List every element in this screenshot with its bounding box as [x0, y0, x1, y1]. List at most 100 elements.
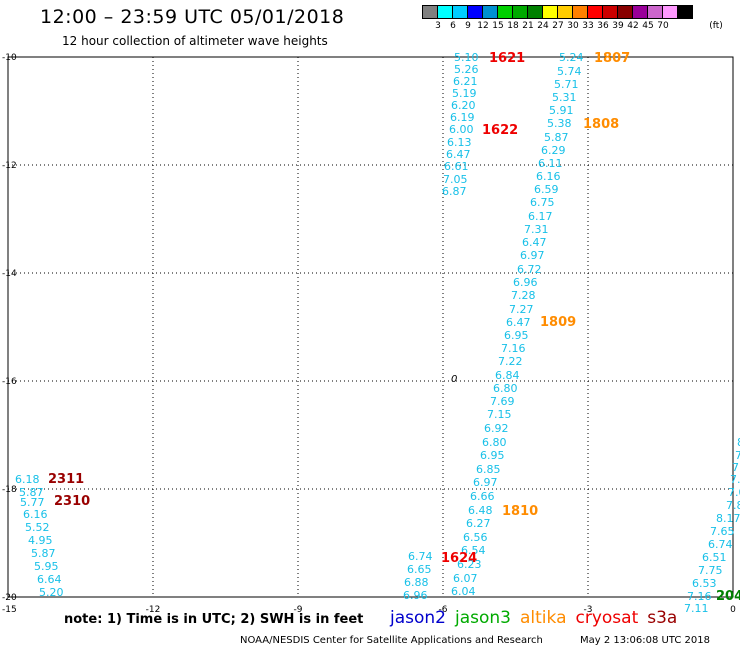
wave-height-value: 6.65 — [407, 563, 432, 576]
longitude-label: -15 — [2, 605, 17, 615]
wave-height-value: 7.2 — [730, 473, 740, 486]
latitude-label: -14 — [2, 269, 17, 279]
wave-height-value: 7 — [732, 461, 739, 474]
wave-height-value: 6.64 — [37, 573, 62, 586]
map-frame — [7, 56, 734, 598]
color-scale-label: 6 — [450, 21, 456, 31]
longitude-label: -12 — [146, 605, 161, 615]
pass-time-label: 1807 — [594, 51, 630, 66]
latitude-label: -10 — [2, 53, 17, 63]
map-subtitle: 12 hour collection of altimeter wave hei… — [62, 34, 328, 48]
legend-s3a: s3a — [647, 608, 678, 628]
generation-timestamp: May 2 13:06:08 UTC 2018 — [580, 635, 710, 646]
wave-height-value: 6.87 — [442, 185, 467, 198]
pass-time-label: 1810 — [502, 504, 538, 519]
wave-height-value: 4.95 — [28, 534, 53, 547]
wave-height-value: 6.16 — [23, 508, 48, 521]
wave-height-value: 6.27 — [466, 517, 491, 530]
wave-height-value: 6.00 — [449, 123, 474, 136]
wave-height-value: 5.20 — [39, 586, 64, 599]
wave-height-value: 6.72 — [517, 263, 542, 276]
wave-height-value: 5.31 — [552, 91, 577, 104]
wave-height-value: 7 — [735, 449, 740, 462]
wave-height-value: 6.29 — [541, 144, 566, 157]
color-scale-label: 18 — [507, 21, 519, 31]
satellite-legend: jason2 jason3 altika cryosat s3a — [390, 608, 686, 628]
wave-height-value: 7.08 — [728, 486, 740, 499]
longitude-label: 0 — [730, 605, 736, 615]
wave-height-value: 6.16 — [536, 170, 561, 183]
wave-height-value: 5.71 — [554, 78, 579, 91]
wave-height-value: 6.88 — [404, 576, 429, 589]
wave-height-value: 6.84 — [495, 369, 520, 382]
wave-height-value: 5.38 — [547, 117, 572, 130]
legend-jason2: jason2 — [390, 608, 446, 628]
legend-altika: altika — [520, 608, 567, 628]
wave-height-value: 6.51 — [702, 551, 727, 564]
wave-height-value: 7.11 — [684, 602, 709, 615]
map-title: 12:00 – 23:59 UTC 05/01/2018 — [40, 6, 345, 28]
wave-height-value: 6.47 — [446, 148, 471, 161]
color-scale-unit: (ft) — [709, 21, 723, 31]
wave-height-value: 7.27 — [509, 303, 534, 316]
wave-height-value: 6.56 — [463, 531, 488, 544]
wave-height-value: 6.97 — [473, 476, 498, 489]
wave-height-value: 6.75 — [530, 196, 555, 209]
wave-height-value: 6.07 — [453, 572, 478, 585]
wave-height-value: 7.75 — [698, 564, 723, 577]
pass-time-label: 204 — [716, 589, 740, 604]
wave-height-value: 6.23 — [457, 558, 482, 571]
wave-height-value: 6.04 — [451, 585, 476, 598]
color-scale-label: 21 — [522, 21, 534, 31]
footer-credit: NOAA/NESDIS Center for Satellite Applica… — [240, 635, 543, 646]
pass-time-label: 1622 — [482, 123, 518, 138]
longitude-label: -6 — [439, 605, 448, 615]
wave-height-value: 6.66 — [470, 490, 495, 503]
pass-time-label: 1809 — [540, 315, 576, 330]
wave-height-value: 7.31 — [524, 223, 549, 236]
wave-height-value: 8 — [737, 436, 740, 449]
latitude-label: -16 — [2, 377, 17, 387]
wave-height-value: 6.85 — [476, 463, 501, 476]
map-note: note: 1) Time is in UTC; 2) SWH is in fe… — [64, 612, 364, 627]
wave-height-value: 6.59 — [534, 183, 559, 196]
wave-height-value: 5.19 — [452, 87, 477, 100]
pass-time-label: 1624 — [441, 551, 477, 566]
wave-height-value: 5.74 — [557, 65, 582, 78]
longitude-label: -9 — [294, 605, 303, 615]
wave-height-value: 6.48 — [468, 504, 493, 517]
wave-height-value: 6.11 — [538, 157, 563, 170]
color-scale-label: 27 — [552, 21, 564, 31]
pass-time-label: 2310 — [54, 494, 90, 509]
color-scale-label: 42 — [627, 21, 639, 31]
wave-height-value: 6.19 — [450, 111, 475, 124]
color-scale-label: 9 — [465, 21, 471, 31]
latitude-label: -18 — [2, 485, 17, 495]
wave-height-value: 6.21 — [453, 75, 478, 88]
wave-height-value: 6.53 — [692, 577, 717, 590]
wave-height-value: 6.74 — [708, 538, 733, 551]
pass-time-label: 1808 — [583, 117, 619, 132]
pass-time-label: 1621 — [489, 51, 525, 66]
latitude-label: -20 — [2, 593, 17, 603]
color-scale-label: 33 — [582, 21, 594, 31]
wave-height-value: 5.26 — [454, 63, 479, 76]
wave-height-value: 6.47 — [522, 236, 547, 249]
wave-height-value: 6.54 — [461, 544, 486, 557]
color-swatch — [677, 5, 693, 19]
wave-height-value: 7.69 — [490, 395, 515, 408]
wave-height-value: 6.96 — [403, 589, 428, 602]
map-grid — [7, 56, 734, 598]
wave-height-value: 6.17 — [528, 210, 553, 223]
wave-height-value: 6.47 — [506, 316, 531, 329]
wave-height-value: 6.80 — [493, 382, 518, 395]
color-scale-label: 45 — [642, 21, 654, 31]
wave-height-value: 6.92 — [484, 422, 509, 435]
wave-height-value: 6.95 — [504, 329, 529, 342]
wave-height-value: 7.84 — [726, 499, 740, 512]
color-scale-swatches — [422, 5, 693, 19]
wave-height-value: 5.95 — [34, 560, 59, 573]
wave-height-value: 6.61 — [444, 160, 469, 173]
wave-height-value: 7.65 — [710, 525, 735, 538]
